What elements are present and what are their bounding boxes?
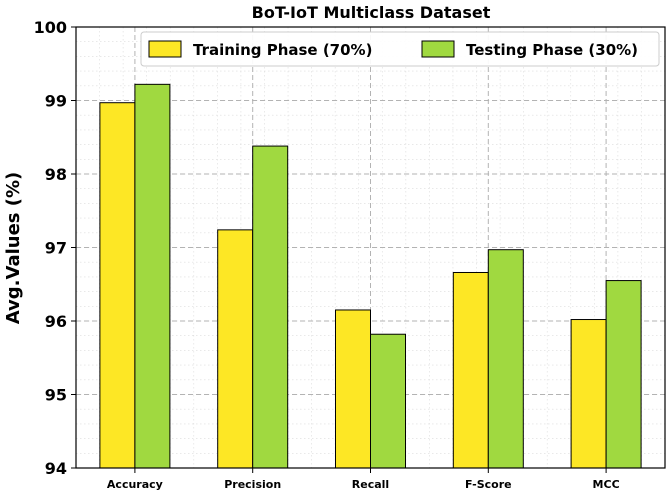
y-tick-label: 97 xyxy=(45,239,67,258)
bar-precision-series-2 xyxy=(252,145,289,469)
bar-recall-series-2 xyxy=(370,333,406,469)
legend-label: Training Phase (70%) xyxy=(193,41,372,59)
axis-layer: 94 95 96 97 98 99 100 Accuracy Precision Recall F-… xyxy=(34,18,620,491)
legend-box xyxy=(140,31,660,67)
y-tick-label: 100 xyxy=(34,18,67,37)
chart-title: BoT-IoT Multiclass Dataset xyxy=(252,3,491,22)
y-tick-label: 98 xyxy=(45,165,67,184)
bar-precision-series-1 xyxy=(217,229,254,469)
bar-accuracy-series-1 xyxy=(99,102,136,469)
legend: Training Phase (70%) Testing Phase (30%) xyxy=(140,31,660,67)
bar-mcc-series-1 xyxy=(570,319,607,469)
bar-mcc-series-2 xyxy=(605,280,642,469)
x-tick-label: F-Score xyxy=(465,478,512,491)
bar-accuracy-series-2 xyxy=(134,83,171,469)
x-tick-label: Precision xyxy=(224,478,281,491)
bar-f-score-series-1 xyxy=(452,271,489,469)
y-tick-label: 95 xyxy=(45,386,67,405)
legend-swatch xyxy=(421,40,455,58)
legend-label: Testing Phase (30%) xyxy=(466,41,638,59)
bar-f-score-series-2 xyxy=(487,249,524,469)
legend-swatch xyxy=(148,40,182,58)
bars-layer xyxy=(99,83,642,469)
y-tick-label: 96 xyxy=(45,312,67,331)
y-axis-label: Avg.Values (%) xyxy=(3,172,24,325)
x-tick-label: Accuracy xyxy=(107,478,163,491)
x-tick-label: MCC xyxy=(593,478,620,491)
x-tick-label: Recall xyxy=(352,478,389,491)
bar-recall-series-1 xyxy=(335,309,371,469)
y-tick-label: 99 xyxy=(45,92,67,111)
y-tick-label: 94 xyxy=(45,459,67,478)
